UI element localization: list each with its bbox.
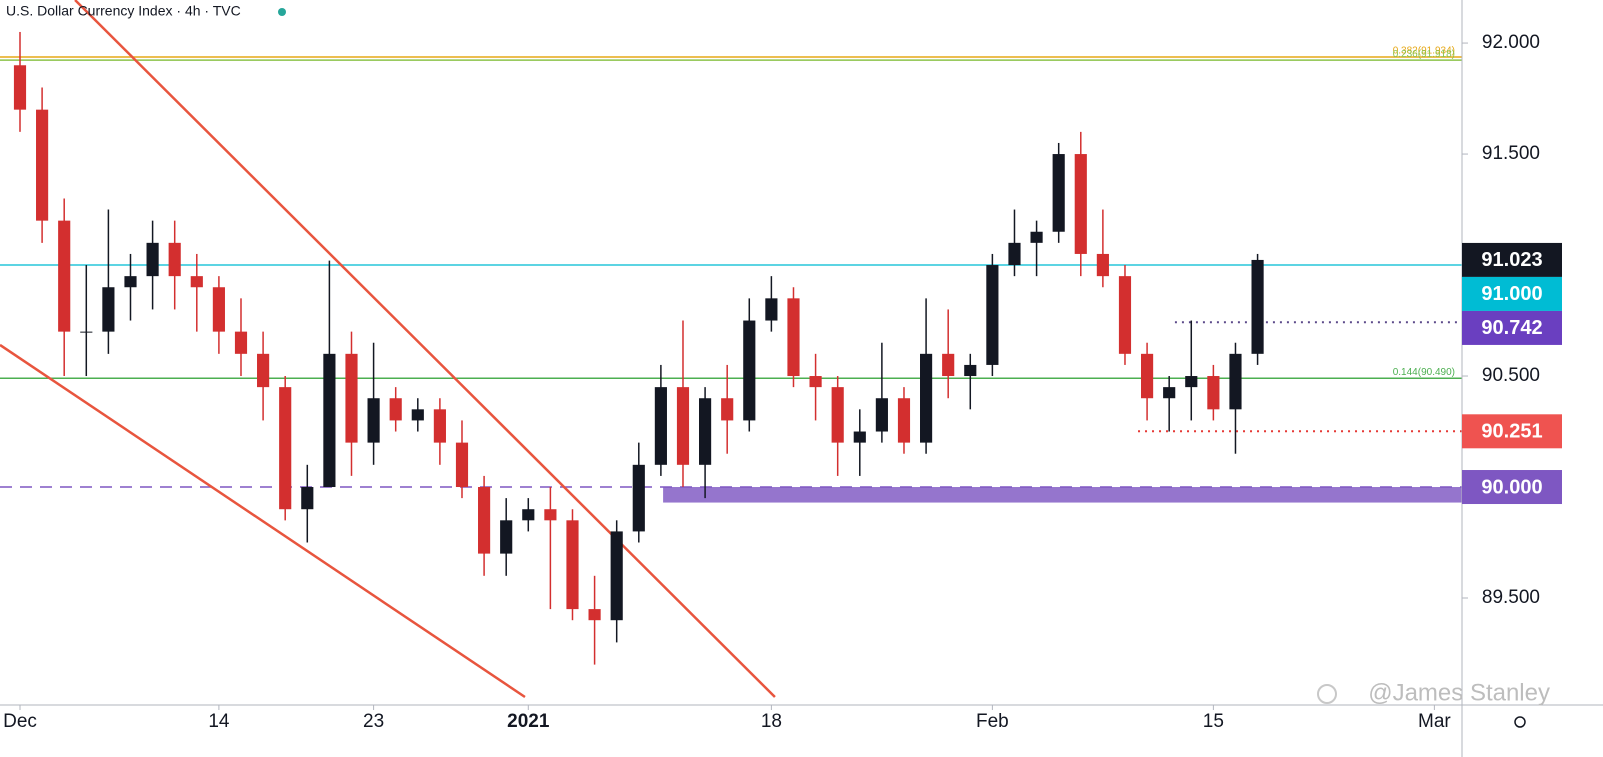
candle-body [522, 509, 535, 521]
price-tag-label: 90.000 [1481, 476, 1542, 498]
candle-body [853, 431, 866, 443]
candle-body [323, 353, 336, 488]
candle-body [190, 276, 203, 288]
candle-body [1096, 253, 1109, 277]
candle-body [632, 464, 645, 532]
x-tick-label: 2021 [507, 711, 550, 732]
candle-body [13, 65, 27, 110]
y-tick-label: 91.500 [1482, 143, 1540, 164]
candle-body [433, 409, 446, 443]
x-tick-label: 14 [208, 711, 230, 732]
candle-body [389, 398, 402, 421]
candle-body [279, 387, 292, 510]
candle-body [809, 376, 822, 388]
y-tick-label: 92.000 [1482, 32, 1540, 53]
candle-body [58, 220, 71, 332]
candle-body [875, 398, 888, 432]
level-label: 0.236(91.918) [1393, 49, 1455, 60]
status-dot [278, 8, 286, 16]
candle-body [544, 509, 557, 521]
candle-body [1118, 276, 1132, 354]
candle-body [168, 242, 181, 277]
candle-body [1229, 353, 1242, 410]
candle-body [1163, 387, 1176, 399]
price-tag [1462, 276, 1562, 311]
y-tick-label: 89.500 [1482, 587, 1540, 608]
candle-body [124, 276, 137, 288]
candle-body [234, 331, 248, 354]
candle-body [566, 520, 579, 610]
candle-body [146, 242, 159, 277]
candle-body [455, 442, 469, 488]
trendline [0, 343, 526, 699]
support-zone [663, 487, 1462, 503]
level-label: 0.144(90.490) [1393, 367, 1455, 378]
candle-body [942, 353, 955, 377]
candle-body [345, 353, 358, 443]
candle-body [1251, 259, 1264, 354]
candle-body [897, 398, 911, 443]
candle-body [102, 287, 115, 332]
candle-body [411, 409, 424, 421]
candle-body [367, 398, 380, 443]
candle-body [676, 387, 690, 465]
price-tag-label: 91.023 [1481, 249, 1542, 271]
candle-body [787, 298, 800, 377]
watermark: @James Stanley [1368, 679, 1550, 706]
candle-body [1185, 376, 1198, 388]
x-tick-label: 23 [363, 711, 384, 732]
candle-body [765, 298, 778, 321]
candle-body [699, 398, 712, 465]
candle-body [257, 353, 270, 388]
price-tag-label: 90.251 [1481, 421, 1542, 443]
candle-body [588, 609, 601, 621]
watermark-logo [1317, 684, 1337, 704]
candle-body [478, 487, 491, 554]
plot-area: 0.382(91.934)0.236(91.918) 0.144(90.490) [0, 0, 1462, 699]
x-tick-label: Feb [976, 711, 1009, 732]
candle-body [1074, 154, 1087, 254]
candle-body [831, 387, 844, 443]
candle-body [986, 265, 999, 365]
candle-body [610, 531, 623, 621]
x-tick-label: 18 [761, 711, 782, 732]
candle-body [964, 364, 977, 377]
candle-body [721, 398, 734, 421]
x-tick-label: Mar [1418, 711, 1451, 732]
candle-body [36, 109, 49, 221]
candle-body [212, 287, 225, 332]
candle-body [1052, 154, 1065, 232]
x-tick-label: 15 [1203, 711, 1224, 732]
level-label: 0.382(91.934) [1393, 46, 1455, 57]
candle-body [500, 520, 513, 554]
price-tag [1462, 310, 1562, 345]
candle-body [743, 320, 756, 421]
candle-body [1030, 231, 1043, 243]
candle-body [1008, 242, 1021, 266]
candle-body [301, 487, 314, 510]
candle-body [1141, 353, 1154, 399]
price-tag-label: 91.000 [1481, 283, 1542, 305]
price-tag [1462, 242, 1562, 277]
chart-title: U.S. Dollar Currency Index · 4h · TVC [6, 3, 241, 19]
price-tag [1462, 470, 1562, 505]
settings-icon[interactable] [1514, 716, 1526, 728]
candle-body [920, 353, 933, 443]
y-tick-label: 90.500 [1482, 365, 1540, 386]
candle-body [80, 331, 93, 333]
candle-body [654, 387, 667, 465]
price-tag-label: 90.742 [1481, 317, 1542, 339]
candle-body [1207, 376, 1220, 410]
price-tag [1462, 414, 1562, 449]
trendline [74, 0, 776, 698]
x-tick-label: Dec [3, 711, 37, 732]
